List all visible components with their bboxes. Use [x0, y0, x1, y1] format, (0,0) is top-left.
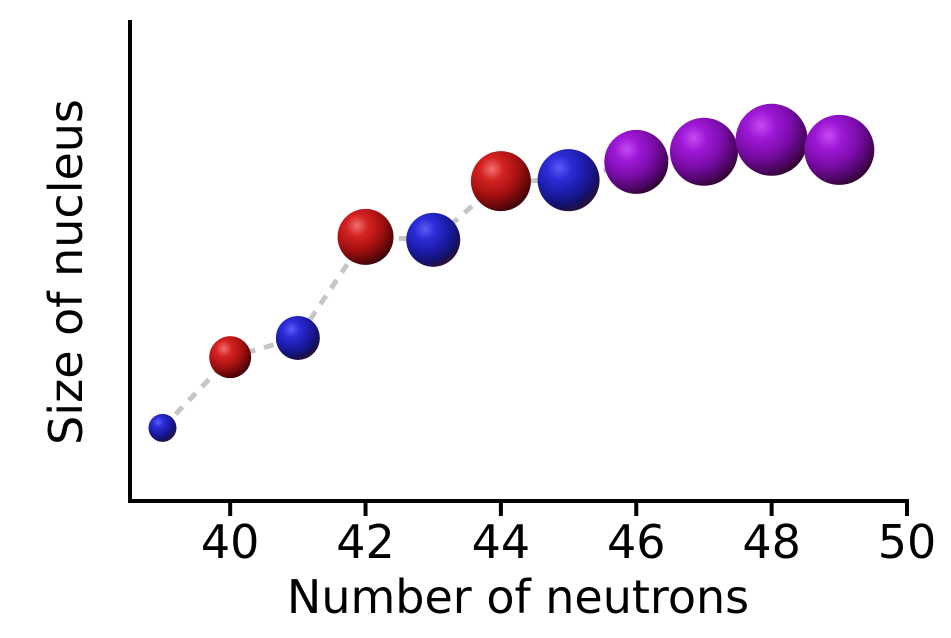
data-point-45	[537, 149, 600, 212]
x-tick-label-50: 50	[878, 515, 937, 569]
data-point-48	[735, 103, 808, 176]
points-layer	[148, 103, 875, 442]
data-point-47	[669, 117, 738, 186]
x-axis-label: Number of neutrons	[287, 570, 749, 624]
x-tick-label-40: 40	[201, 515, 260, 569]
axes-layer: 40 42 44 46 48 50	[128, 20, 936, 569]
data-point-42	[337, 208, 394, 265]
x-tick-label-46: 46	[607, 515, 666, 569]
data-point-46	[604, 129, 669, 194]
data-point-39	[148, 413, 177, 442]
x-tick-label-42: 42	[336, 515, 395, 569]
data-point-49	[804, 114, 875, 185]
data-point-41	[275, 315, 320, 360]
data-point-40	[209, 336, 252, 379]
data-point-43	[406, 212, 461, 267]
x-tick-label-44: 44	[472, 515, 531, 569]
x-tick-label-48: 48	[742, 515, 801, 569]
data-point-44	[470, 151, 531, 212]
y-axis-label: Size of nucleus	[39, 99, 93, 445]
